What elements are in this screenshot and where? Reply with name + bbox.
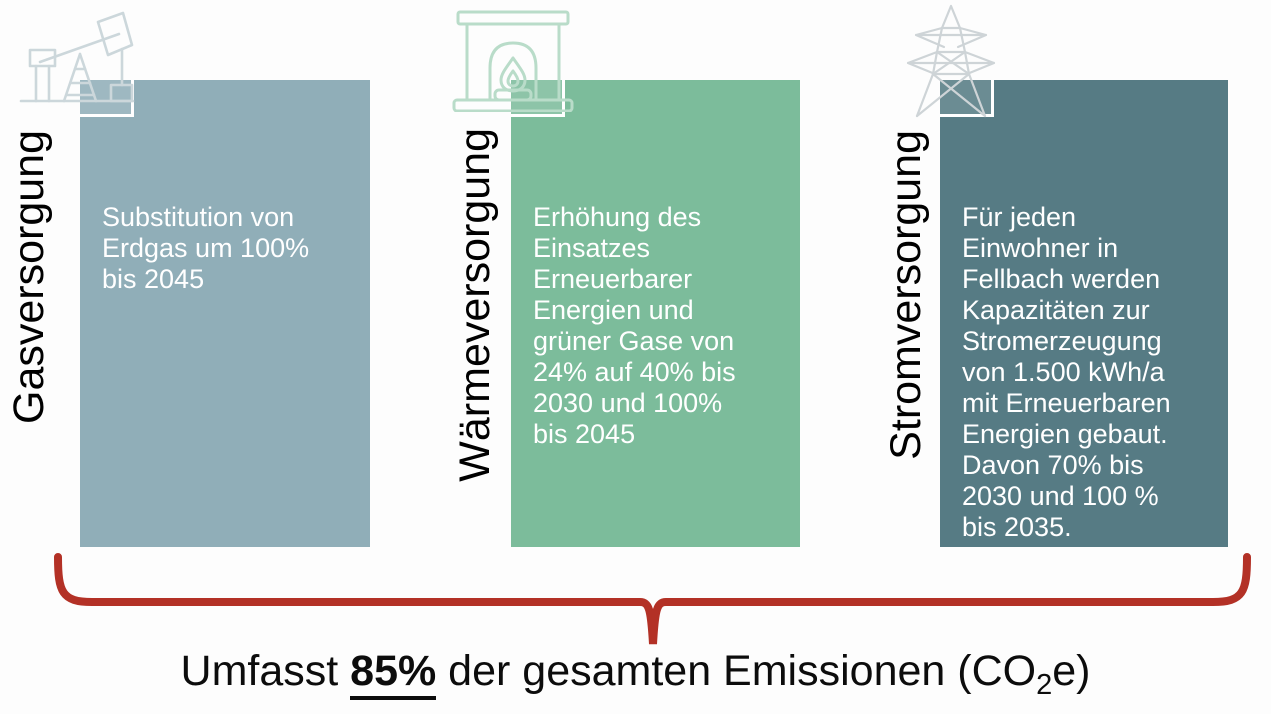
waermeversorgung-box: Erhöhung des Einsatzes Erneuerbarer Ener… (511, 80, 800, 547)
panel-label-waermeversorgung: Wärmeversorgung (451, 128, 499, 482)
brace (54, 553, 1251, 645)
fireplace-icon (452, 10, 574, 112)
caption-prefix: Umfasst (180, 647, 351, 695)
transmission-tower-icon (895, 4, 1007, 118)
stromversorgung-box: Für jeden Einwohner in Fellbach werden K… (940, 80, 1228, 547)
caption-middle: der gesamten Emissionen (CO (436, 647, 1037, 695)
caption-suffix: e) (1052, 647, 1091, 695)
caption-subscript: 2 (1036, 669, 1053, 701)
gasversorgung-box: Substitution von Erdgas um 100% bis 2045 (80, 80, 370, 547)
caption: Umfasst 85% der gesamten Emissionen (CO2… (0, 646, 1271, 710)
panel-label-gasversorgung: Gasversorgung (5, 130, 53, 424)
panel-label-stromversorgung: Stromversorgung (882, 130, 930, 460)
stromversorgung-text: Für jeden Einwohner in Fellbach werden K… (962, 202, 1171, 542)
waermeversorgung-text: Erhöhung des Einsatzes Erneuerbarer Ener… (533, 202, 736, 449)
caption-highlight: 85% (350, 647, 437, 700)
gasversorgung-text: Substitution von Erdgas um 100% bis 2045 (102, 202, 310, 294)
oil-pump-icon (18, 8, 136, 104)
brace-path (54, 553, 1251, 645)
